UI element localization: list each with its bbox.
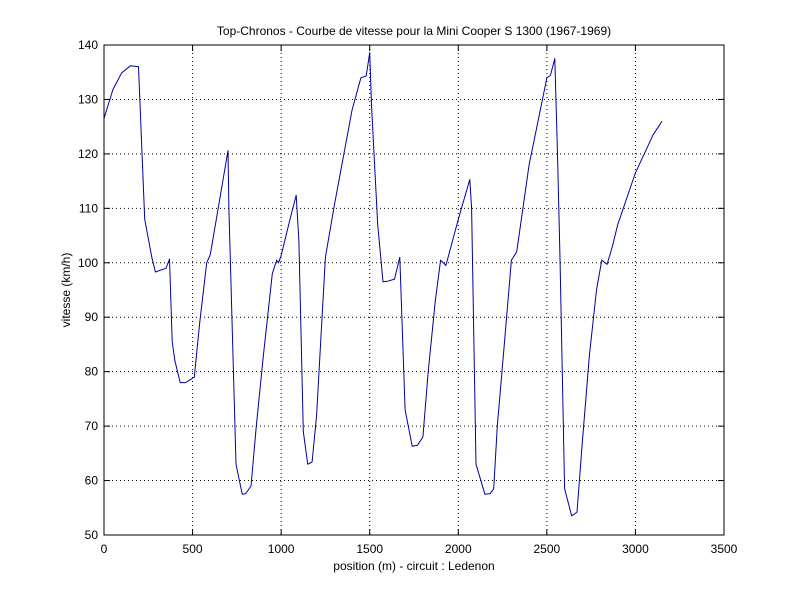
y-tick-label: 80 [85,365,99,379]
x-tick-label: 0 [101,542,108,556]
x-tick-label: 1500 [356,542,383,556]
x-tick-label: 2500 [534,542,561,556]
y-tick-label: 50 [85,528,99,542]
y-tick-label: 140 [78,38,98,52]
x-tick-label: 1000 [268,542,295,556]
x-tick-label: 2000 [445,542,472,556]
speed-line [103,52,663,517]
y-tick-label: 70 [85,419,99,433]
plot-area [104,45,724,535]
x-tick-label: 3500 [711,542,738,556]
y-tick-label: 110 [79,201,98,215]
grid-lines [104,45,724,535]
x-axis-ticks: 0 500 1000 1500 2000 2500 3000 3500 [101,45,738,556]
plot-frame [103,44,725,536]
x-tick-label: 500 [183,542,203,556]
series-layer [103,52,663,517]
y-axis-label: vitesse (km/h) [59,253,73,328]
x-axis-label: position (m) - circuit : Ledenon [333,559,494,573]
chart-title: Top-Chronos - Courbe de vitesse pour la … [217,24,611,38]
y-tick-label: 130 [78,92,98,106]
y-tick-label: 120 [78,147,98,161]
y-tick-label: 100 [78,256,98,270]
y-axis-ticks: 50 60 70 80 90 100 110 120 130 140 [78,38,724,542]
x-tick-label: 3000 [622,542,649,556]
y-tick-label: 60 [85,474,99,488]
y-tick-label: 90 [85,310,99,324]
